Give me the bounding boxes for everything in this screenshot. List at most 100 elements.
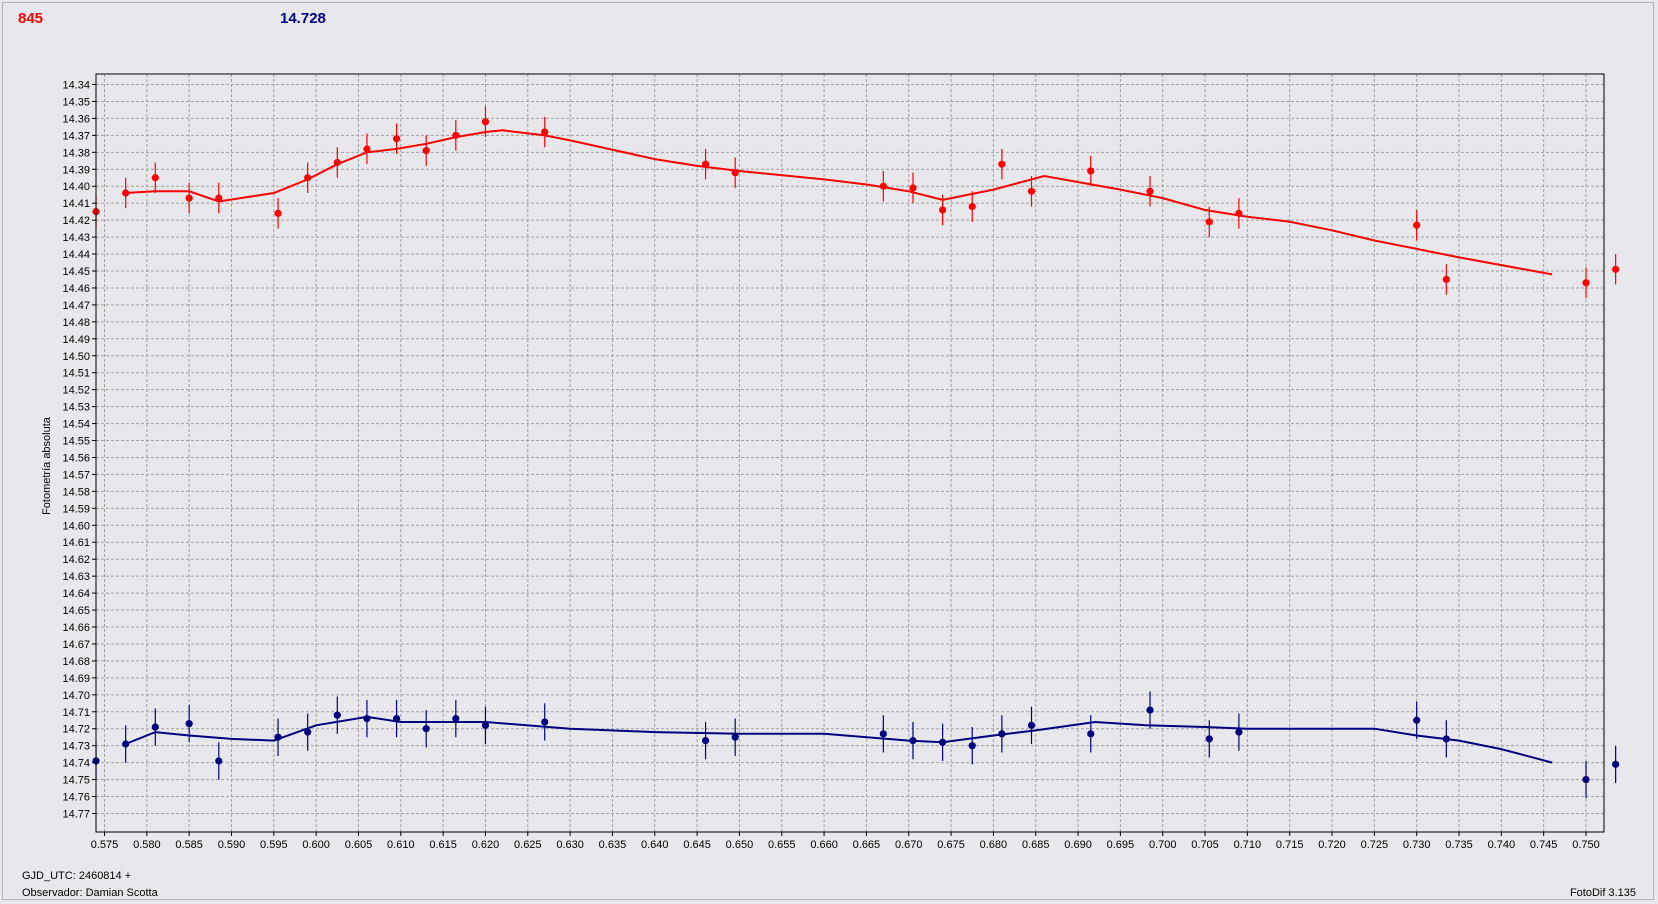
data-point xyxy=(1582,775,1590,784)
y-axis-ticks: 14.34 14.35 14.36 14.37 14.38 14.39 14.40 14.41… xyxy=(62,80,96,821)
y-tick-label: 14.55 xyxy=(62,436,90,448)
data-point xyxy=(304,174,312,182)
y-tick-label: 14.53 xyxy=(62,402,90,414)
y-tick-label: 14.40 xyxy=(62,181,90,193)
y-tick-label: 14.64 xyxy=(62,588,90,600)
x-tick-label: 0.640 xyxy=(641,839,669,851)
y-tick-label: 14.35 xyxy=(62,96,90,108)
x-tick-label: 0.700 xyxy=(1149,839,1177,851)
data-point xyxy=(541,128,549,136)
y-tick-label: 14.63 xyxy=(62,571,90,583)
x-tick-label: 0.575 xyxy=(91,839,119,851)
y-tick-label: 14.42 xyxy=(62,215,90,227)
data-point xyxy=(939,206,947,214)
data-point xyxy=(731,169,739,177)
data-point xyxy=(363,145,371,153)
data-point xyxy=(151,723,159,731)
data-point xyxy=(998,160,1006,168)
data-point xyxy=(1205,218,1213,226)
series-blue xyxy=(92,691,1620,799)
data-point xyxy=(122,740,130,748)
x-tick-label: 0.675 xyxy=(937,839,965,851)
x-tick-label: 0.585 xyxy=(175,839,203,851)
data-point xyxy=(1582,279,1590,287)
x-tick-label: 0.615 xyxy=(429,839,457,851)
y-tick-label: 14.74 xyxy=(62,758,90,770)
y-tick-label: 14.71 xyxy=(62,707,90,719)
y-tick-label: 14.68 xyxy=(62,656,90,668)
y-axis-label: Fotometría absoluta xyxy=(41,417,53,515)
x-tick-label: 0.600 xyxy=(302,839,330,851)
x-tick-label: 0.655 xyxy=(768,839,796,851)
data-point xyxy=(452,714,460,723)
data-point xyxy=(968,742,976,750)
x-tick-label: 0.660 xyxy=(810,839,838,851)
data-point xyxy=(481,118,490,126)
y-tick-label: 14.44 xyxy=(62,249,90,261)
x-tick-label: 0.745 xyxy=(1530,839,1558,851)
app-version: FotoDif 3.135 xyxy=(1569,887,1636,899)
x-tick-label: 0.670 xyxy=(895,839,923,851)
data-point xyxy=(1235,728,1243,736)
data-point xyxy=(1087,167,1095,175)
data-point xyxy=(1205,735,1213,743)
data-point xyxy=(122,189,130,197)
x-tick-label: 0.630 xyxy=(556,839,584,851)
x-tick-label: 0.695 xyxy=(1107,839,1135,851)
x-tick-label: 0.580 xyxy=(133,839,161,851)
data-point xyxy=(1612,265,1620,273)
data-point xyxy=(1442,275,1450,284)
y-tick-label: 14.39 xyxy=(62,164,90,176)
y-tick-label: 14.50 xyxy=(62,351,90,363)
data-point xyxy=(968,202,976,211)
y-tick-label: 14.46 xyxy=(62,283,90,295)
data-point xyxy=(481,721,490,729)
y-tick-label: 14.66 xyxy=(62,622,90,634)
data-point xyxy=(392,714,401,723)
data-point xyxy=(274,733,282,741)
y-tick-label: 14.67 xyxy=(62,639,90,651)
data-point xyxy=(452,131,460,139)
data-point xyxy=(1146,187,1154,195)
trend-line xyxy=(125,129,1553,276)
x-tick-label: 0.730 xyxy=(1403,839,1431,851)
y-tick-label: 14.54 xyxy=(62,419,90,431)
data-point xyxy=(731,733,739,741)
data-point xyxy=(392,135,401,143)
data-point xyxy=(274,209,282,217)
data-point xyxy=(1027,721,1036,729)
y-tick-label: 14.38 xyxy=(62,147,90,159)
y-tick-label: 14.58 xyxy=(62,486,90,498)
data-point xyxy=(151,174,159,182)
data-point xyxy=(185,720,193,728)
x-tick-label: 0.725 xyxy=(1361,839,1389,851)
x-tick-label: 0.635 xyxy=(599,839,627,851)
x-tick-label: 0.595 xyxy=(260,839,288,851)
y-tick-label: 14.61 xyxy=(62,537,90,549)
y-tick-label: 14.48 xyxy=(62,317,90,329)
header-value-red: 845 xyxy=(18,10,44,27)
data-point xyxy=(304,728,312,736)
y-tick-label: 14.34 xyxy=(62,80,90,92)
y-tick-label: 14.60 xyxy=(62,520,90,532)
y-tick-label: 14.52 xyxy=(62,385,90,397)
data-point xyxy=(185,194,193,202)
y-tick-label: 14.43 xyxy=(62,232,90,244)
x-tick-label: 0.715 xyxy=(1276,839,1304,851)
x-tick-label: 0.720 xyxy=(1318,839,1346,851)
trend-line xyxy=(125,715,1553,764)
data-point xyxy=(909,184,917,192)
y-tick-label: 14.59 xyxy=(62,503,90,515)
x-tick-label: 0.620 xyxy=(472,839,500,851)
y-tick-label: 14.56 xyxy=(62,452,90,464)
x-tick-label: 0.710 xyxy=(1234,839,1262,851)
y-tick-label: 14.57 xyxy=(62,469,90,481)
x-tick-label: 0.690 xyxy=(1064,839,1092,851)
data-point xyxy=(1413,221,1421,229)
y-tick-label: 14.62 xyxy=(62,554,90,566)
x-tick-label: 0.650 xyxy=(726,839,754,851)
y-tick-label: 14.49 xyxy=(62,334,90,346)
y-tick-label: 14.76 xyxy=(62,792,90,804)
y-tick-label: 14.73 xyxy=(62,741,90,753)
